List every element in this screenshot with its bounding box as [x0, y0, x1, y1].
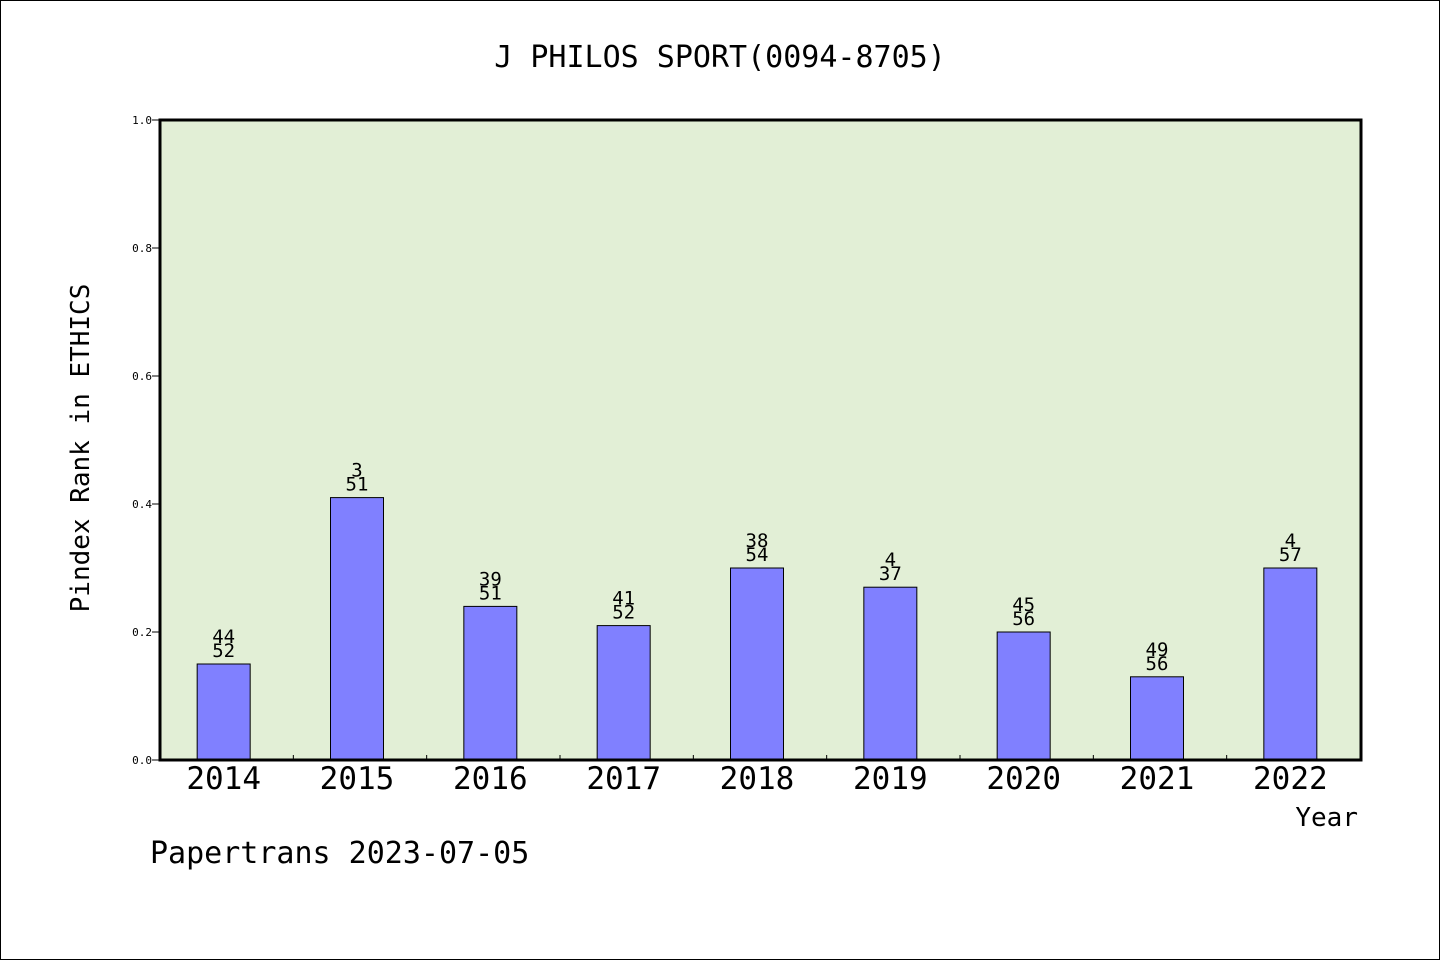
bar-2020: [996, 631, 1051, 761]
total-label-2016: 51: [479, 582, 502, 604]
rank-label-2021: 49: [1146, 639, 1169, 661]
bar-2019: [863, 586, 918, 761]
total-label-2022: 57: [1279, 544, 1302, 566]
bar-2021: [1130, 676, 1184, 761]
x-tick-label-2014: 2014: [186, 761, 261, 797]
y-axis: 0.0 0.2 0.4 0.6 0.8 1.0: [132, 114, 160, 767]
rank-label-2017: 41: [612, 588, 635, 610]
rank-label-2015: 3: [351, 460, 362, 482]
x-tick-label-2016: 2016: [453, 761, 528, 797]
bar-2022: [1263, 567, 1318, 761]
total-label-2019: 37: [879, 563, 902, 585]
chart-title: J PHILOS SPORT(0094-8705): [494, 40, 946, 75]
y-tick-label: 0.0: [132, 754, 152, 767]
footer-text: Papertrans 2023-07-05: [150, 836, 529, 871]
rank-label-2020: 45: [1012, 594, 1035, 616]
total-label-2015: 51: [346, 474, 369, 496]
y-axis-label: Pindex Rank in ETHICS: [66, 284, 96, 613]
bar-2018: [730, 567, 784, 761]
x-tick-label-2021: 2021: [1120, 761, 1195, 797]
rank-label-2014: 44: [212, 626, 235, 648]
y-tick-label: 0.2: [132, 626, 152, 639]
total-label-2014: 52: [212, 640, 235, 662]
rank-label-2016: 39: [479, 568, 502, 590]
rank-label-2022: 4: [1285, 530, 1296, 552]
x-tick-label-2018: 2018: [720, 761, 795, 797]
x-tick-label-2015: 2015: [320, 761, 395, 797]
x-tick-label-2019: 2019: [853, 761, 928, 797]
y-tick-label: 0.6: [132, 370, 152, 383]
x-tick-label-2017: 2017: [586, 761, 661, 797]
bar-2016: [463, 605, 518, 761]
x-axis: 2014 2015 2016 2017 2018 2019 2020 2021 2022: [186, 755, 1328, 797]
bar-2014: [196, 663, 251, 761]
rank-label-2019: 4: [885, 549, 896, 571]
rank-label-2018: 38: [746, 530, 769, 552]
plot-border: [158, 118, 1363, 762]
x-tick-label-2022: 2022: [1253, 761, 1328, 797]
x-axis-label: Year: [1295, 803, 1358, 833]
total-label-2021: 56: [1146, 653, 1169, 675]
y-tick-label: 1.0: [132, 114, 152, 127]
total-label-2020: 56: [1012, 608, 1035, 630]
bar-2017: [596, 625, 651, 761]
y-tick-label: 0.8: [132, 242, 152, 255]
x-tick-label-2020: 2020: [986, 761, 1061, 797]
total-label-2017: 52: [612, 602, 635, 624]
y-tick-label: 0.4: [132, 498, 152, 511]
bar-2015: [330, 497, 384, 761]
total-label-2018: 54: [746, 544, 769, 566]
